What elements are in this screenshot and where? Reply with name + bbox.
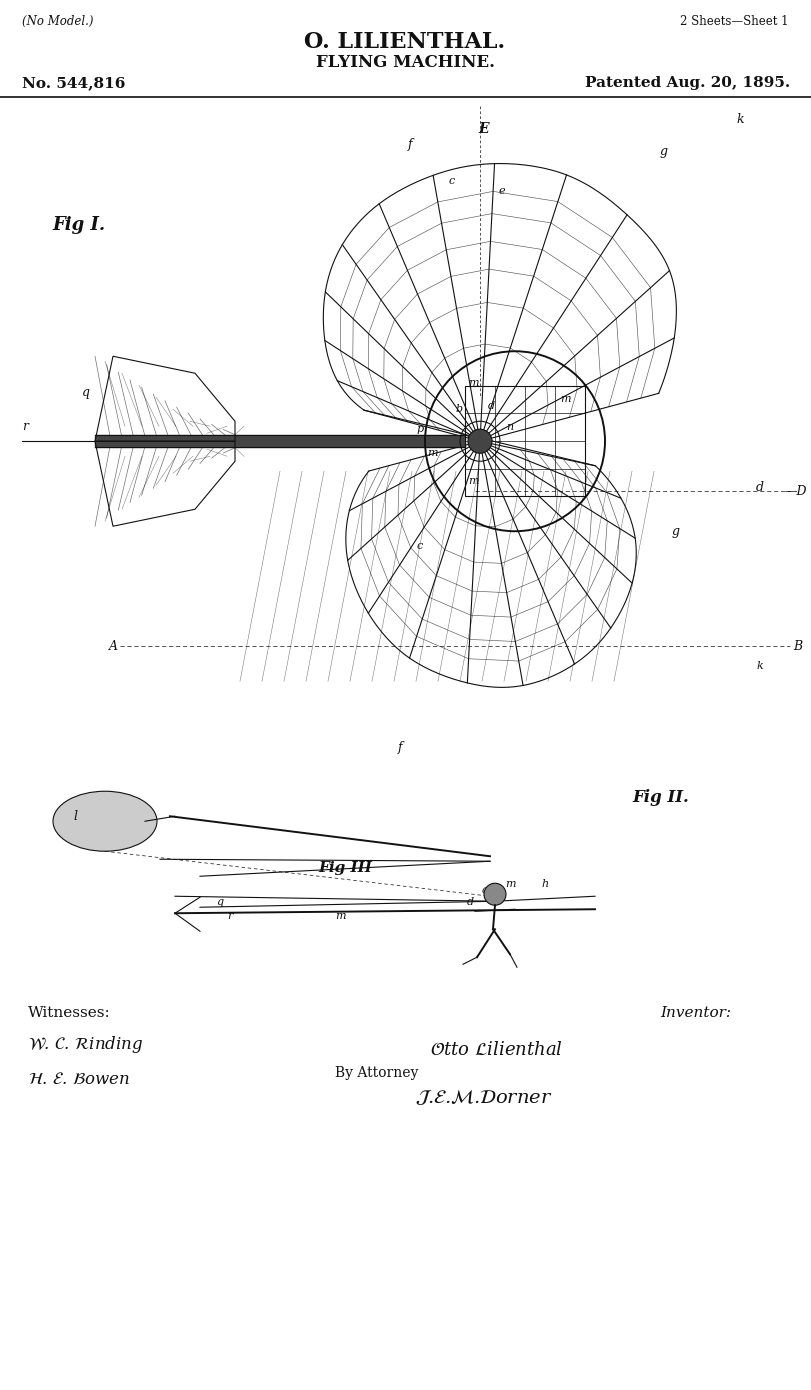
Text: e: e <box>499 186 505 196</box>
Text: Fig II.: Fig II. <box>632 790 689 806</box>
Text: www.alamy.com: www.alamy.com <box>680 1357 787 1371</box>
Text: —D: —D <box>785 485 808 498</box>
Text: h: h <box>542 880 548 890</box>
Text: m: m <box>504 880 515 890</box>
Text: c: c <box>448 177 455 186</box>
Text: k: k <box>736 113 744 125</box>
Text: g: g <box>660 145 668 157</box>
Text: d: d <box>756 481 764 493</box>
Bar <box>465 386 585 496</box>
Text: B: B <box>793 639 802 653</box>
Text: 2 Sheets—Sheet 1: 2 Sheets—Sheet 1 <box>680 15 789 28</box>
Text: O. LILIENTHAL.: O. LILIENTHAL. <box>304 31 505 53</box>
Circle shape <box>468 430 492 453</box>
Text: $\mathcal{H}$. $\mathcal{E}$. $\mathcal{B}$owen: $\mathcal{H}$. $\mathcal{E}$. $\mathcal{… <box>28 1072 130 1088</box>
Text: r: r <box>227 912 233 922</box>
Text: d: d <box>466 897 474 908</box>
Text: l: l <box>477 441 481 452</box>
Ellipse shape <box>53 791 157 851</box>
Text: f: f <box>407 138 412 152</box>
Text: r: r <box>22 420 28 434</box>
Text: Fig III: Fig III <box>318 862 372 876</box>
Text: E: E <box>478 122 489 136</box>
Text: p: p <box>416 424 423 434</box>
Text: q: q <box>82 386 90 399</box>
Text: b: b <box>456 404 463 414</box>
Text: a: a <box>482 885 488 895</box>
Text: q: q <box>217 897 224 908</box>
Text: No. 544,816: No. 544,816 <box>22 76 126 90</box>
Text: c: c <box>417 541 423 552</box>
Text: By Attorney: By Attorney <box>335 1066 418 1080</box>
Text: d: d <box>488 402 496 411</box>
Text: Fig I.: Fig I. <box>52 217 105 235</box>
Text: m: m <box>335 912 345 922</box>
Text: n: n <box>506 423 513 432</box>
Text: g: g <box>672 525 680 538</box>
Text: $\mathcal{W}$. $\mathcal{C}$. $\mathcal{R}$inding: $\mathcal{W}$. $\mathcal{C}$. $\mathcal{… <box>28 1034 144 1055</box>
Text: m: m <box>427 448 437 459</box>
Circle shape <box>484 883 506 905</box>
Text: Witnesses:: Witnesses: <box>28 1006 111 1020</box>
Text: l: l <box>73 810 77 823</box>
Text: k: k <box>757 662 764 671</box>
Text: A: A <box>109 639 118 653</box>
Text: m: m <box>560 395 570 404</box>
Text: m: m <box>468 378 478 388</box>
Text: (No Model.): (No Model.) <box>22 15 93 28</box>
Text: Inventor:: Inventor: <box>660 1006 731 1020</box>
Text: f: f <box>397 741 402 755</box>
Text: $\mathcal{O}$tto $\mathcal{L}$ilienthal: $\mathcal{O}$tto $\mathcal{L}$ilienthal <box>430 1041 563 1059</box>
Text: $\mathcal{J}$.$\mathcal{E}$.$\mathcal{M}$.$\mathcal{D}$orner: $\mathcal{J}$.$\mathcal{E}$.$\mathcal{M}… <box>415 1088 552 1108</box>
Text: Patented Aug. 20, 1895.: Patented Aug. 20, 1895. <box>585 76 790 90</box>
Text: alamy: alamy <box>18 1329 121 1357</box>
Text: m: m <box>468 477 478 486</box>
Text: Image ID: CNWH8X: Image ID: CNWH8X <box>673 1319 787 1332</box>
Text: FLYING MACHINE.: FLYING MACHINE. <box>315 54 495 71</box>
